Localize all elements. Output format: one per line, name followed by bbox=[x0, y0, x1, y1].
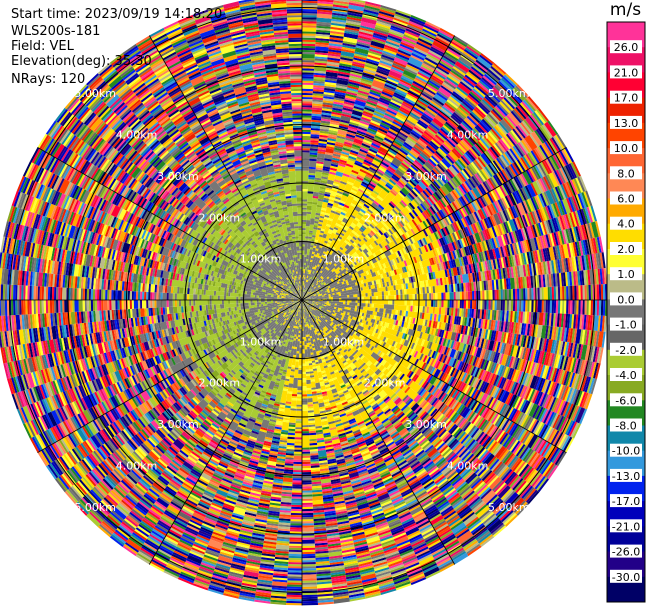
elevation-label: Elevation(deg): 35.30 bbox=[11, 54, 152, 69]
colorbar-tick-label: 8.0 bbox=[617, 167, 635, 180]
colorbar-tick-bg bbox=[610, 544, 642, 558]
range-ring-label: 4.00km bbox=[447, 129, 489, 142]
colorbar-tick-label: 10.0 bbox=[614, 142, 639, 155]
range-ring-label: 1.00km bbox=[323, 253, 365, 266]
velocity-gates bbox=[0, 0, 608, 606]
azimuth-line bbox=[301, 146, 567, 301]
colorbar-tick-label: -13.0 bbox=[612, 470, 640, 483]
range-ring-label: 4.00km bbox=[116, 129, 158, 142]
colorbar-tick-label: -1.0 bbox=[615, 319, 636, 332]
colorbar-tick-bg bbox=[610, 393, 642, 407]
colorbar-tick-label: -21.0 bbox=[612, 520, 640, 533]
colorbar-tick-label: -26.0 bbox=[612, 546, 640, 559]
range-ring-label: 5.00km bbox=[74, 87, 116, 100]
colorbar-tick-label: 2.0 bbox=[617, 243, 635, 256]
range-ring-label: 3.00km bbox=[405, 418, 447, 431]
colorbar-tick-bg bbox=[610, 166, 642, 180]
azimuth-line bbox=[37, 146, 303, 301]
colorbar-tick-bg bbox=[610, 191, 642, 205]
colorbar-tick-label: -6.0 bbox=[615, 394, 636, 407]
colorbar-border bbox=[606, 21, 646, 603]
colorbar-tick-bg bbox=[610, 368, 642, 381]
colorbar-tick-bg bbox=[610, 317, 642, 331]
range-ring-label: 2.00km bbox=[364, 377, 406, 390]
colorbar-tick-label: -30.0 bbox=[612, 571, 640, 584]
colorbar-tick-label: 1.0 bbox=[617, 268, 635, 281]
colorbar-tick-label: 6.0 bbox=[617, 193, 635, 206]
colorbar-tick-label: 13.0 bbox=[614, 117, 639, 130]
colorbar-tick-label: 17.0 bbox=[614, 92, 639, 105]
colorbar-tick-bg bbox=[610, 90, 642, 104]
colorbar-tick-bg bbox=[610, 418, 642, 432]
range-ring-label: 1.00km bbox=[323, 335, 365, 348]
range-ring-label: 3.00km bbox=[157, 418, 199, 431]
range-ring-label: 3.00km bbox=[405, 170, 447, 183]
colorbar-tick-bg bbox=[610, 342, 642, 356]
colorbar-tick-bg bbox=[610, 267, 642, 281]
colorbar-tick-bg bbox=[610, 40, 642, 54]
colorbar-tick-label: 26.0 bbox=[614, 41, 639, 54]
range-ring-label: 2.00km bbox=[364, 211, 406, 224]
colorbar-tick-label: -4.0 bbox=[615, 369, 636, 382]
colorbar-tick-bg bbox=[610, 242, 642, 255]
azimuth-line bbox=[148, 35, 303, 301]
colorbar-tick-bg bbox=[610, 216, 642, 230]
colorbar-tick-bg bbox=[610, 443, 642, 457]
colorbar-tick-label: 0.0 bbox=[617, 293, 635, 306]
colorbar-tick-label: -8.0 bbox=[615, 420, 636, 433]
range-ring-label: 2.00km bbox=[199, 211, 241, 224]
range-ring-label: 4.00km bbox=[116, 460, 158, 473]
colorbar-tick-bg bbox=[610, 65, 642, 79]
colorbar-tick-label: -10.0 bbox=[612, 445, 640, 458]
colorbar-tick-bg bbox=[610, 519, 642, 533]
colorbar-tick-label: -2.0 bbox=[615, 344, 636, 357]
range-ring-label: 5.00km bbox=[488, 501, 530, 514]
azimuth-line bbox=[148, 299, 303, 565]
colorbar-tick-label: 4.0 bbox=[617, 218, 635, 231]
start-time-label: Start time: 2023/09/19 14:18:20 bbox=[11, 7, 223, 22]
colorbar-tick-bg bbox=[610, 141, 642, 155]
colorbar-tick-label: 21.0 bbox=[614, 66, 639, 79]
azimuth-line bbox=[301, 299, 567, 454]
azimuth-line bbox=[37, 299, 303, 454]
colorbar-tick-label: -17.0 bbox=[612, 495, 640, 508]
colorbar-tick-bg bbox=[610, 292, 642, 306]
range-ring-label: 5.00km bbox=[488, 87, 530, 100]
range-ring-label: 4.00km bbox=[447, 460, 489, 473]
nrays-label: NRays: 120 bbox=[11, 72, 86, 87]
range-ring-label: 3.00km bbox=[157, 170, 199, 183]
range-ring-label: 1.00km bbox=[240, 335, 282, 348]
instrument-label: WLS200s-181 bbox=[11, 24, 101, 39]
colorbar-tick-bg bbox=[610, 494, 642, 508]
colorbar-tick-bg bbox=[610, 115, 642, 129]
azimuth-line bbox=[301, 35, 456, 301]
colorbar-unit: m/s bbox=[609, 0, 642, 20]
colorbar-tick-bg bbox=[610, 468, 642, 482]
range-ring-label: 2.00km bbox=[199, 377, 241, 390]
azimuth-line bbox=[301, 299, 456, 565]
colorbar-tick-bg bbox=[610, 569, 642, 583]
range-ring-label: 5.00km bbox=[74, 501, 116, 514]
field-label: Field: VEL bbox=[11, 39, 74, 54]
range-ring-label: 1.00km bbox=[240, 253, 282, 266]
